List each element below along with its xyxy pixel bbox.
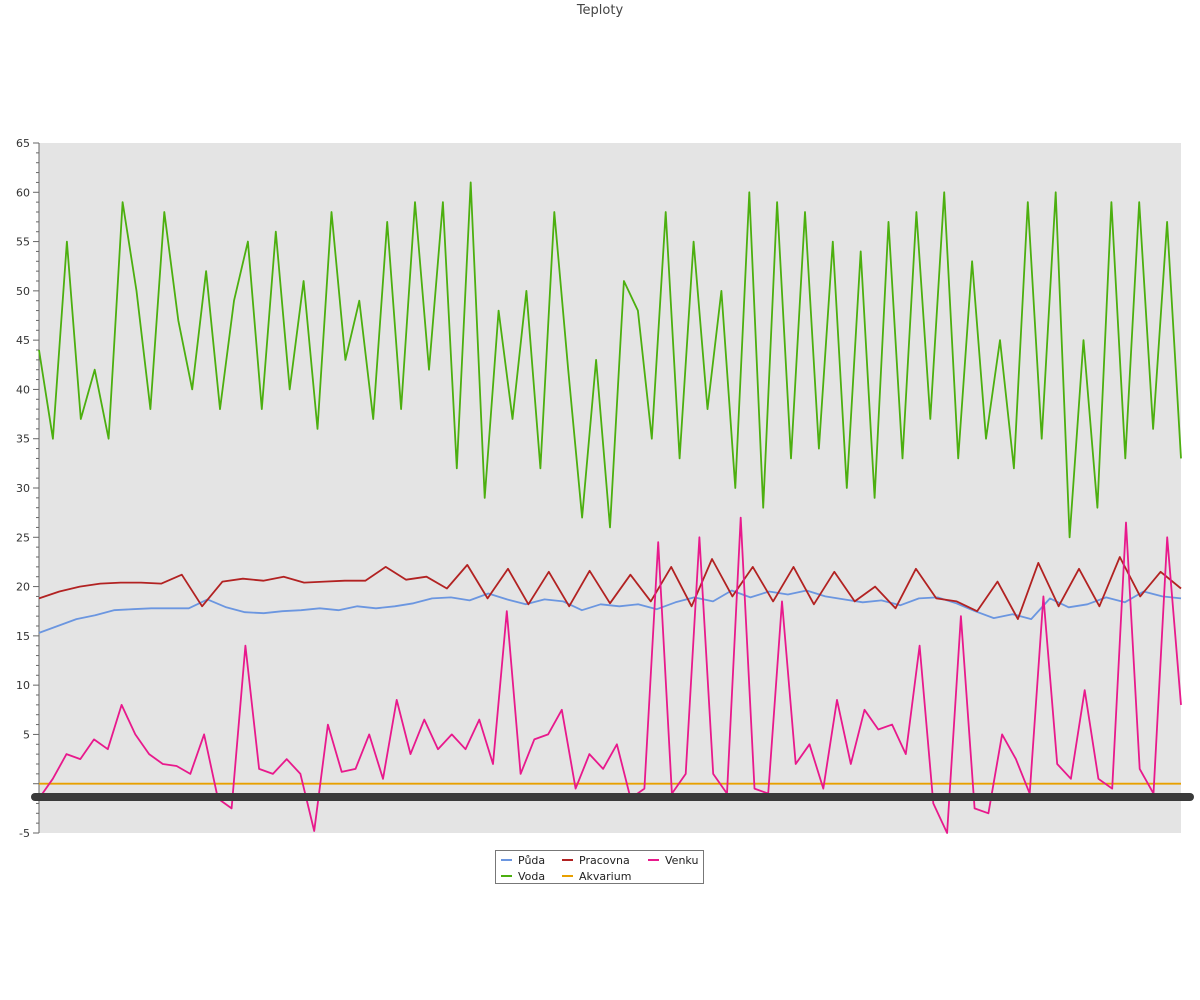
y-tick-label: 55 <box>16 236 30 249</box>
y-tick-label: 30 <box>16 482 30 495</box>
legend-item-pracovna: Pracovna <box>562 853 630 867</box>
y-tick-label: 45 <box>16 334 30 347</box>
legend-swatch-puda <box>501 859 512 861</box>
y-tick-label: 50 <box>16 285 30 298</box>
legend-label-voda: Voda <box>518 869 546 883</box>
y-tick-label: 15 <box>16 630 30 643</box>
y-tick-label: 20 <box>16 581 30 594</box>
plot-area <box>39 143 1181 833</box>
y-tick-label: -5 <box>19 827 30 840</box>
y-axis-ticks: -5 5 10 15 20 25 30 35 40 45 50 55 60 65 <box>16 137 39 840</box>
legend-swatch-akvarium <box>562 875 573 877</box>
chart-title: Teploty <box>576 3 624 18</box>
series-line-pda <box>38 589 1182 634</box>
y-tick-label: 25 <box>16 531 30 544</box>
series-line-voda <box>38 181 1182 539</box>
legend-label-akvarium: Akvarium <box>579 869 632 883</box>
legend-swatch-voda <box>501 875 512 877</box>
y-tick-label: 35 <box>16 433 30 446</box>
legend-label-puda: Půda <box>518 853 546 867</box>
y-tick-label: 5 <box>23 728 30 741</box>
legend-item-voda: Voda <box>501 869 545 883</box>
legend: Půda Voda Pracovna Akvarium Venku <box>495 850 704 884</box>
legend-item-akvarium: Akvarium <box>562 869 631 883</box>
legend-label-pracovna: Pracovna <box>579 853 630 867</box>
legend-label-venku: Venku <box>665 853 699 867</box>
series-line-pracovna <box>38 556 1182 620</box>
y-tick-label: 65 <box>16 137 30 150</box>
y-tick-label: 40 <box>16 383 30 396</box>
legend-item-venku: Venku <box>648 853 698 867</box>
legend-item-puda: Půda <box>501 853 545 867</box>
legend-swatch-venku <box>648 859 659 861</box>
y-tick-label: 60 <box>16 186 30 199</box>
legend-swatch-pracovna <box>562 859 573 861</box>
y-tick-label: 10 <box>16 679 30 692</box>
